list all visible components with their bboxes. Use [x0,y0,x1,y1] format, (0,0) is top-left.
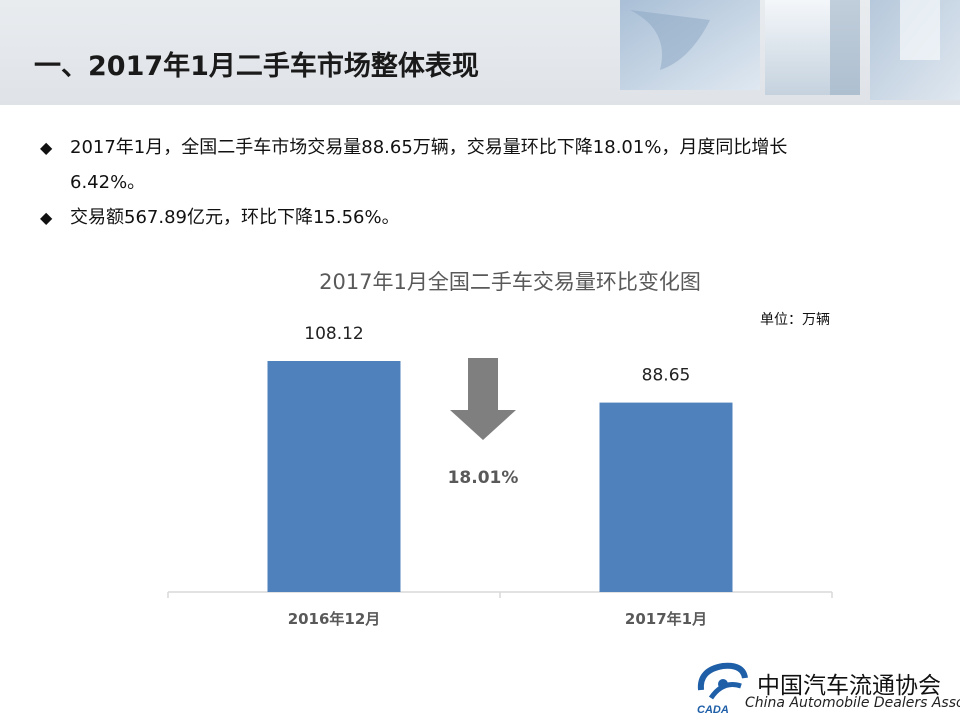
org-name-en: China Automobile Dealers Association [745,695,960,711]
page-title: 一、2017年1月二手车市场整体表现 [34,51,479,82]
change-annotation: 18.01% [448,468,519,488]
data-label: 108.12 [304,324,363,344]
bar-chart: 108.12 2016年12月 88.65 2017年1月 18.01% [167,324,833,628]
bullet-text-line: 交易额567.89亿元，环比下降15.56%。 [70,207,400,228]
unit-label: 单位：万辆 [760,312,830,328]
bullet-item: ◆ 2017年1月，全国二手车市场交易量88.65万辆，交易量环比下降18.01… [40,130,920,200]
bar [599,402,733,592]
bullet-item: ◆ 交易额567.89亿元，环比下降15.56%。 [40,200,920,235]
bullet-text-line: 2017年1月，全国二手车市场交易量88.65万辆，交易量环比下降18.01%，… [70,137,788,158]
bullet-list: ◆ 2017年1月，全国二手车市场交易量88.65万辆，交易量环比下降18.01… [40,130,920,235]
header-banner: 一、2017年1月二手车市场整体表现 [0,0,960,105]
header-decoration-image [620,0,960,100]
svg-text:CADA: CADA [697,704,729,716]
chart-title: 2017年1月全国二手车交易量环比变化图 [319,270,701,294]
x-tick-label: 2016年12月 [288,610,381,628]
down-arrow-icon [450,358,516,440]
diamond-bullet-icon: ◆ [40,208,53,227]
bar [267,361,401,592]
x-tick-label: 2017年1月 [625,610,707,628]
cada-logo: CADA [697,662,748,716]
bullet-text-line: 6.42%。 [70,172,146,193]
org-name-cn: 中国汽车流通协会 [757,673,941,699]
diamond-bullet-icon: ◆ [40,138,53,157]
data-label: 88.65 [642,366,691,386]
